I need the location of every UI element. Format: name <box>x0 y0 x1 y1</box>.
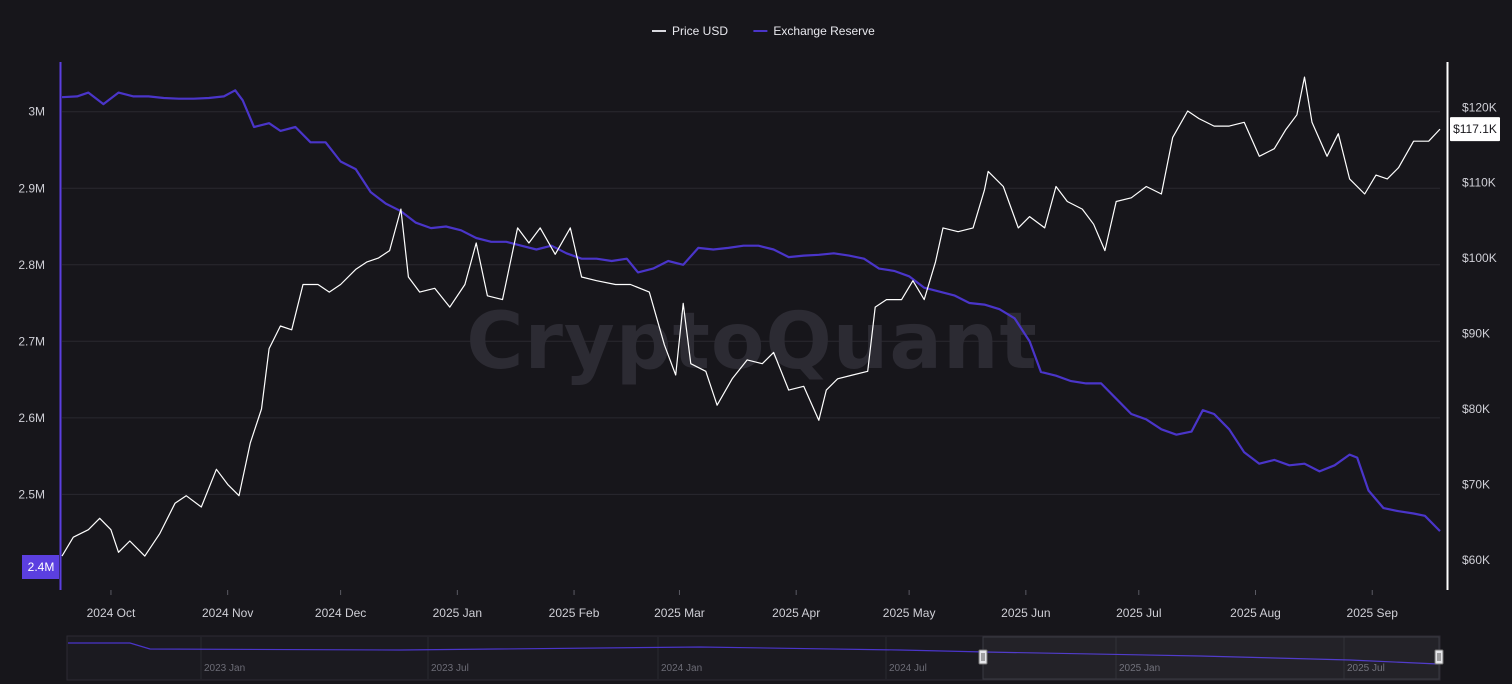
series-group <box>61 76 1441 557</box>
grid-lines <box>62 111 1440 495</box>
range-navigator[interactable]: 2023 Jan 2023 Jul 2024 Jan 2024 Jul 2025 Jan… <box>66 635 1444 681</box>
legend-label: Exchange Reserve <box>773 24 875 38</box>
watermark: CryptoQuant <box>466 297 1038 387</box>
left-tick-label: 2.9M <box>18 181 45 195</box>
legend-item-reserve[interactable]: Exchange Reserve <box>753 24 875 38</box>
x-tick-label: 2024 Nov <box>202 606 253 620</box>
left-tick-label: 2.7M <box>18 334 45 348</box>
x-tick-label: 2025 May <box>883 606 936 620</box>
left-tick-label: 2.5M <box>18 487 45 501</box>
handle-grip <box>978 649 988 665</box>
legend-item-price[interactable]: Price USD <box>652 24 728 38</box>
right-tick-label: $80K <box>1462 402 1490 416</box>
current-price-label: $117.1K <box>1453 122 1497 136</box>
x-tick-label: 2025 Jul <box>1116 606 1161 620</box>
x-tick-label: 2024 Oct <box>87 606 136 620</box>
handle-grip <box>1434 649 1444 665</box>
legend-label: Price USD <box>672 24 728 38</box>
left-tick-label: 3M <box>28 105 45 119</box>
x-tick-label: 2025 Sep <box>1347 606 1399 620</box>
navigator-series-line <box>68 642 1439 665</box>
left-tick-label: 2.8M <box>18 258 45 272</box>
navigator-label: 2025 Jul <box>1347 663 1385 674</box>
navigator-label: 2023 Jul <box>431 663 469 674</box>
navigator-label: 2025 Jan <box>1119 663 1160 674</box>
navigator-handle-right[interactable] <box>1434 649 1444 665</box>
navigator-track <box>66 635 1441 681</box>
right-tick-label: $60K <box>1462 553 1490 567</box>
right-tick-label: $120K <box>1462 100 1497 114</box>
right-tick-label: $90K <box>1462 327 1490 341</box>
legend[interactable]: Price USD Exchange Reserve <box>652 24 875 38</box>
navigator-label: 2023 Jan <box>204 663 245 674</box>
x-tick-label: 2024 Dec <box>315 606 366 620</box>
x-tick-label: 2025 Jun <box>1001 606 1050 620</box>
x-tick-label: 2025 Jan <box>433 606 482 620</box>
navigator-handle-left[interactable] <box>978 649 988 665</box>
current-reserve-badge <box>22 555 59 579</box>
current-price-badge <box>1450 117 1500 142</box>
x-tick-label: 2025 Feb <box>549 606 600 620</box>
navigator-label: 2024 Jan <box>661 663 702 674</box>
right-tick-label: $100K <box>1462 251 1497 265</box>
navigator-selection[interactable] <box>982 636 1440 680</box>
right-axis: $120K $110K $100K $90K $80K $70K $60K $117.1K <box>1446 62 1500 590</box>
navigator-label: 2024 Jul <box>889 663 927 674</box>
left-tick-label: 2.6M <box>18 411 45 425</box>
right-tick-label: $70K <box>1462 477 1490 491</box>
right-tick-label: $110K <box>1462 176 1496 190</box>
x-tick-label: 2025 Apr <box>772 606 820 620</box>
current-reserve-label: 2.4M <box>28 560 55 574</box>
series-line-exchange-reserve <box>61 89 1441 532</box>
x-tick-label: 2025 Mar <box>654 606 705 620</box>
series-line-price-usd <box>61 76 1441 557</box>
left-axis: 3M 2.9M 2.8M 2.7M 2.6M 2.5M 2.4M <box>18 62 62 590</box>
x-axis: 2024 Oct 2024 Nov 2024 Dec 2025 Jan 2025 Feb… <box>87 590 1399 620</box>
x-tick-label: 2025 Aug <box>1230 606 1281 620</box>
